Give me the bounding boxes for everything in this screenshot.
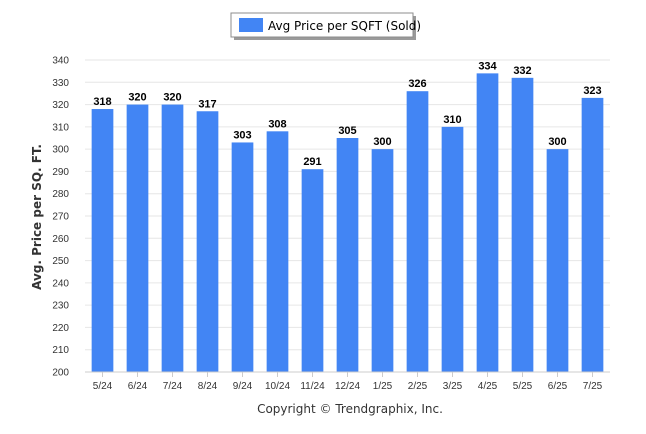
- x-axis-ticks: 5/24 6/24 7/24 8/24 9/24 10/24 11/24 12/24 1/25 2…: [93, 372, 603, 392]
- y-axis-label: Avg. Price per SQ. FT.: [30, 144, 44, 290]
- bar[interactable]: [406, 91, 429, 372]
- bar[interactable]: [126, 104, 149, 373]
- bar[interactable]: [196, 111, 219, 372]
- bar[interactable]: [336, 138, 359, 372]
- x-tick-label: 6/25: [548, 381, 568, 392]
- y-tick-label: 200: [52, 368, 69, 379]
- bar[interactable]: [91, 109, 114, 373]
- x-tick-label: 9/24: [233, 381, 253, 392]
- y-axis-ticks: 200 210 220 230 240 250 260 270 280 290 300 310 320 3…: [52, 56, 69, 379]
- bar[interactable]: [266, 131, 289, 372]
- data-label: 326: [408, 78, 426, 90]
- copyright-credit: Copyright © Trendgraphix, Inc.: [257, 402, 443, 416]
- bar[interactable]: [581, 97, 604, 372]
- x-tick-label: 10/24: [265, 381, 290, 392]
- x-tick-label: 12/24: [335, 381, 360, 392]
- data-label: 305: [338, 125, 356, 137]
- data-label: 303: [233, 129, 251, 141]
- y-tick-label: 280: [52, 189, 69, 200]
- data-label: 308: [268, 118, 286, 130]
- x-tick-label: 4/25: [478, 381, 498, 392]
- bar[interactable]: [301, 169, 324, 372]
- data-label: 334: [478, 60, 497, 72]
- bar[interactable]: [476, 73, 499, 372]
- y-tick-label: 260: [52, 234, 69, 245]
- bars: [91, 73, 604, 373]
- bar[interactable]: [231, 142, 254, 372]
- x-tick-label: 8/24: [198, 381, 218, 392]
- y-tick-label: 220: [52, 323, 69, 334]
- data-labels: 318 320 320 317 303 308 291 305 300 326 310 334 332 3…: [93, 60, 601, 168]
- x-tick-label: 6/24: [128, 381, 148, 392]
- x-tick-label: 7/25: [583, 381, 603, 392]
- legend-label: Avg Price per SQFT (Sold): [268, 19, 421, 33]
- y-tick-label: 270: [52, 212, 69, 223]
- y-tick-label: 320: [52, 100, 69, 111]
- x-tick-label: 3/25: [443, 381, 463, 392]
- y-tick-label: 210: [52, 345, 69, 356]
- data-label: 300: [548, 136, 566, 148]
- bar[interactable]: [441, 126, 464, 372]
- data-label: 320: [128, 92, 146, 104]
- x-tick-label: 7/24: [163, 381, 183, 392]
- data-label: 310: [443, 114, 461, 126]
- y-tick-label: 300: [52, 145, 69, 156]
- x-tick-label: 5/25: [513, 381, 533, 392]
- y-tick-label: 290: [52, 167, 69, 178]
- data-label: 291: [303, 156, 321, 168]
- y-tick-label: 240: [52, 278, 69, 289]
- data-label: 300: [373, 136, 391, 148]
- x-tick-label: 11/24: [300, 381, 325, 392]
- data-label: 323: [583, 85, 601, 97]
- y-tick-label: 230: [52, 301, 69, 312]
- x-tick-label: 5/24: [93, 381, 113, 392]
- legend-swatch: [239, 18, 263, 32]
- bar[interactable]: [511, 77, 534, 372]
- bar[interactable]: [546, 149, 569, 372]
- data-label: 317: [198, 98, 216, 110]
- y-tick-label: 310: [52, 122, 69, 133]
- legend[interactable]: Avg Price per SQFT (Sold): [230, 12, 421, 40]
- bar[interactable]: [161, 104, 184, 373]
- y-tick-label: 330: [52, 78, 69, 89]
- data-label: 318: [93, 96, 111, 108]
- bar[interactable]: [371, 149, 394, 372]
- y-tick-label: 250: [52, 256, 69, 267]
- x-tick-label: 1/25: [373, 381, 393, 392]
- data-label: 320: [163, 92, 181, 104]
- data-label: 332: [513, 65, 531, 77]
- x-tick-label: 2/25: [408, 381, 428, 392]
- y-tick-label: 340: [52, 56, 69, 67]
